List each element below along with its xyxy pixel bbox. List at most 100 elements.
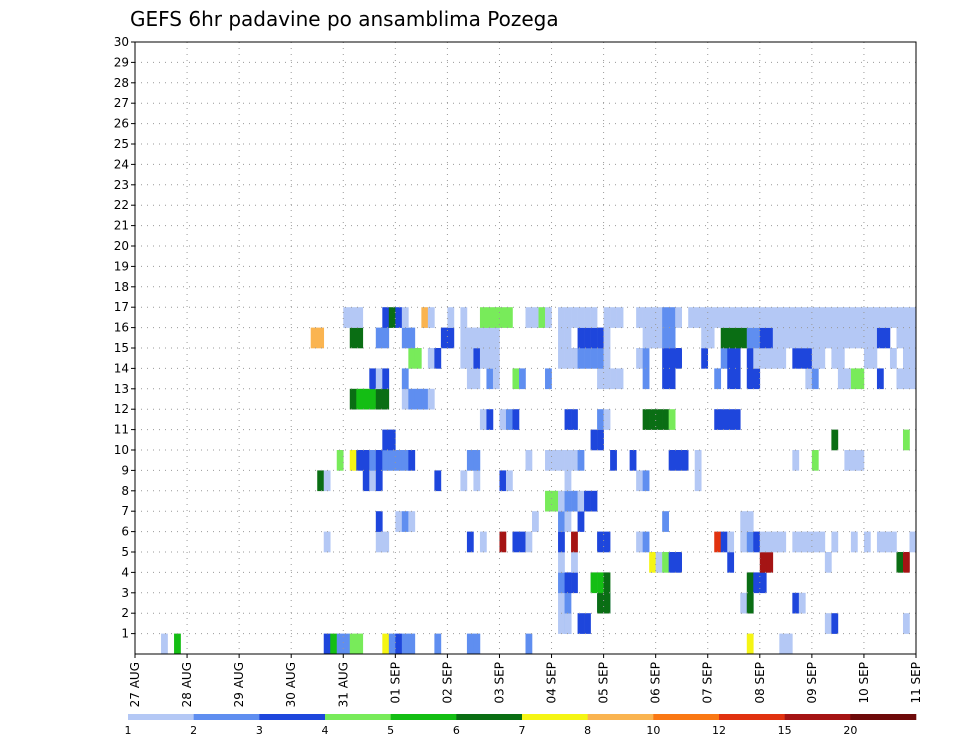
y-tick-label: 21 [114,219,129,233]
color-legend: 1 2 3 4 5 6 7 8 10 12 15 20 [125,714,917,737]
heatmap-cell [558,327,565,349]
heatmap-cell [720,327,728,349]
heatmap-cell [382,531,390,553]
heatmap-cell [766,348,774,369]
y-tick-label: 8 [121,484,129,498]
heatmap-cell [896,327,904,349]
heatmap-cell [811,368,819,390]
heatmap-cell [603,409,611,430]
heatmap-cell [395,450,403,471]
heatmap-cell [870,307,878,328]
heatmap-cell [850,531,858,553]
heatmap-cell [473,470,481,492]
x-axis: 27 AUG 28 AUG 29 AUG 30 AUG 31 AUG 01 SEP 02 S… [128,654,923,707]
heatmap-cell [427,388,435,410]
chart-title: GEFS 6hr padavine po ansamblima Pozega [130,7,559,31]
y-tick-label: 7 [121,504,129,518]
heatmap-cell [336,450,344,471]
heatmap-cell [883,327,891,349]
heatmap-cell [714,307,722,328]
heatmap-cell [746,572,754,594]
heatmap-cell [772,531,780,553]
legend-label: 5 [387,724,394,737]
heatmap-cell [571,348,578,369]
legend-swatch [522,714,588,720]
heatmap-cell [551,450,559,471]
legend-label: 3 [256,724,263,737]
heatmap-cell [636,531,643,553]
heatmap-cell [564,348,572,369]
heatmap-cell [909,531,916,553]
heatmap-cell [590,327,598,349]
heatmap-cell [707,327,715,349]
heatmap-cell [831,613,839,634]
heatmap-cell [597,531,604,553]
heatmap-cell [824,307,832,328]
heatmap-cell [668,552,676,573]
heatmap-cell [479,327,487,349]
heatmap-cell [870,327,878,349]
heatmap-cell [603,368,611,390]
heatmap-cell [597,409,604,430]
y-tick-label: 2 [121,606,129,620]
heatmap-cell [805,368,813,390]
heatmap-cell [505,307,513,328]
heatmap-cell [785,327,793,349]
heatmap-cell [662,368,669,390]
heatmap-cell [824,613,832,634]
heatmap-cell [792,531,800,553]
heatmap-cell [597,327,604,349]
heatmap-cell [466,531,474,553]
heatmap-cell [440,327,448,349]
heatmap-cell [564,327,572,349]
heatmap-cell [883,307,891,328]
heatmap-cell [375,327,383,349]
heatmap-cell [766,552,774,573]
heatmap-cell [356,633,364,655]
heatmap-cell [421,307,429,328]
x-tick-label: 30 AUG [284,662,298,707]
heatmap-cell [805,348,813,369]
heatmap-cell [727,409,735,430]
heatmap-cell [414,388,422,410]
heatmap-cell [577,348,585,369]
heatmap-cell [479,348,487,369]
heatmap-cell [811,307,819,328]
heatmap-cell [401,511,409,532]
heatmap-cell [590,307,598,328]
heatmap-cell [532,307,539,328]
heatmap-cell [564,572,572,594]
heatmap-cell [720,409,728,430]
heatmap-cell [375,388,383,410]
heatmap-cell [675,450,682,471]
heatmap-cell [733,348,741,369]
heatmap-cell [909,307,916,328]
heatmap-cell [558,490,565,512]
x-tick-label: 06 SEP [649,662,663,704]
heatmap-cell [740,307,748,328]
heatmap-cell [876,531,884,553]
y-tick-label: 30 [114,35,129,49]
y-tick-label: 10 [114,443,129,457]
heatmap-cell [375,470,383,492]
heatmap-cell [740,592,748,614]
legend-label: 4 [322,724,329,737]
heatmap-cell [571,572,578,594]
heatmap-cell [792,450,800,471]
legend-swatch [850,714,917,720]
heatmap-cell [759,552,767,573]
heatmap-cell [902,552,910,573]
heatmap-cell [863,531,871,553]
legend-swatch [325,714,391,720]
heatmap-cell [401,450,409,471]
heatmap-cell [610,307,617,328]
heatmap-cell [558,511,565,532]
heatmap-cell [610,368,617,390]
heatmap-cell [564,592,572,614]
heatmap-cell [532,511,539,532]
heatmap-cell [831,429,839,451]
heatmap-cell [662,307,669,328]
heatmap-cell [844,368,852,390]
heatmap-cell [174,633,181,655]
